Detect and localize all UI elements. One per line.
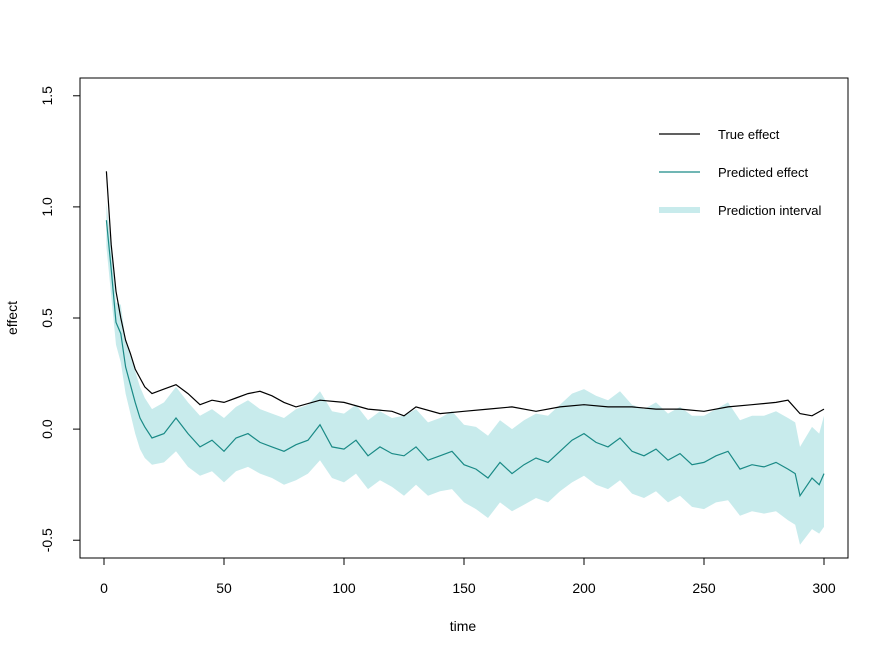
y-tick-label: 1.5 [39,86,55,106]
y-axis-title: effect [4,301,20,335]
y-tick-label: 0.5 [39,308,55,328]
y-axis: -0.5 0.0 0.5 1.0 1.5 [39,86,81,552]
y-tick-label: 1.0 [39,197,55,217]
legend: True effect Predicted effect Prediction in… [659,127,821,218]
x-tick-label: 250 [692,580,716,596]
x-axis-title: time [450,618,477,634]
true-effect-line [105,171,825,417]
x-tick-label: 100 [332,580,356,596]
x-tick-label: 300 [812,580,836,596]
line-layer [105,171,825,498]
predicted-effect-line [105,220,825,498]
x-axis: 0 50 100 150 200 250 300 [100,557,836,596]
x-tick-label: 50 [216,580,232,596]
prediction-interval-band [106,202,824,545]
legend-label-predicted-effect: Predicted effect [718,165,808,180]
y-tick-label: 0.0 [39,419,55,439]
y-tick-label: -0.5 [39,528,55,552]
x-tick-label: 0 [100,580,108,596]
x-tick-label: 200 [572,580,596,596]
legend-label-prediction-interval: Prediction interval [718,203,821,218]
prediction-interval-layer [106,202,824,545]
x-tick-label: 150 [452,580,476,596]
legend-label-true-effect: True effect [718,127,780,142]
